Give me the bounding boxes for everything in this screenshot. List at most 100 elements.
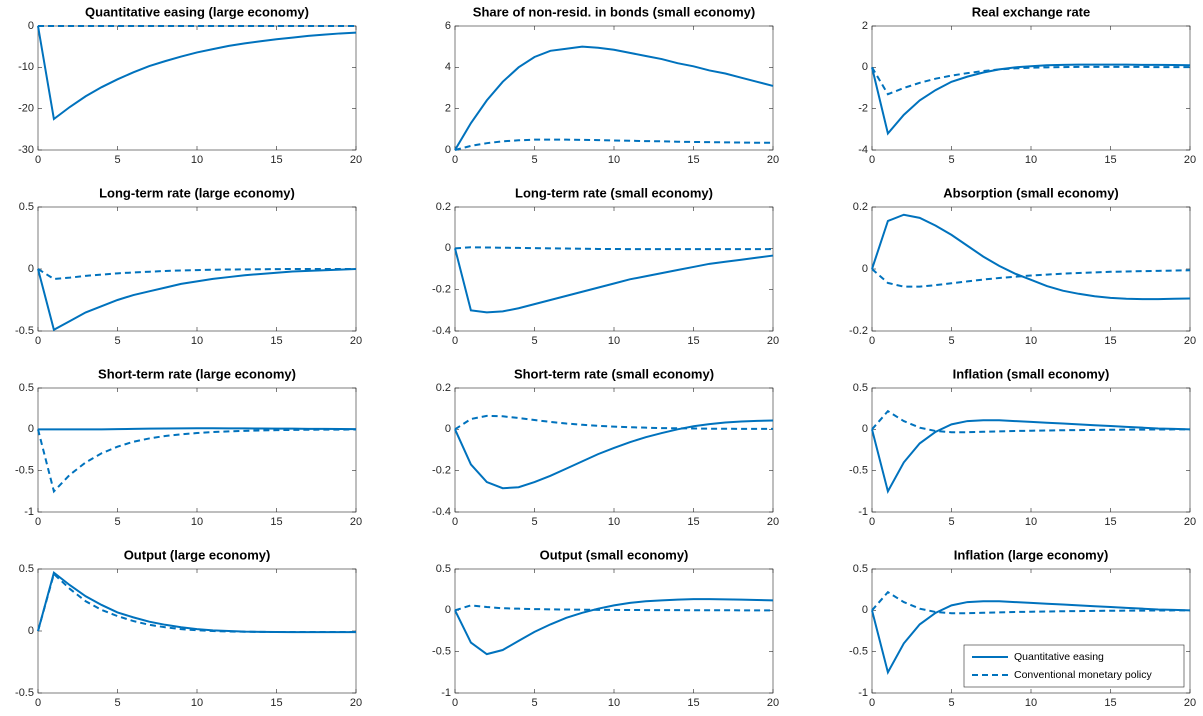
x-tick-label: 5 bbox=[114, 697, 120, 709]
series-line bbox=[454, 414, 773, 431]
series-line bbox=[454, 419, 774, 490]
x-tick-label: 20 bbox=[350, 516, 362, 528]
y-tick-label: -0.5 bbox=[432, 646, 451, 658]
series-line bbox=[871, 600, 1191, 676]
x-tick-label: 5 bbox=[948, 154, 954, 166]
y-tick-label: -0.2 bbox=[849, 325, 868, 337]
y-tick-label: 0 bbox=[28, 423, 34, 435]
y-tick-label: 0 bbox=[862, 61, 868, 73]
x-tick-label: 20 bbox=[350, 697, 362, 709]
y-tick-label: 0 bbox=[28, 263, 34, 275]
subplot-title: Output (large economy) bbox=[124, 547, 271, 562]
x-tick-label: 5 bbox=[948, 697, 954, 709]
x-tick-label: 15 bbox=[687, 516, 699, 528]
x-tick-label: 5 bbox=[948, 335, 954, 347]
x-tick-label: 0 bbox=[452, 335, 458, 347]
x-tick-label: 10 bbox=[608, 335, 620, 347]
series-line bbox=[454, 138, 773, 151]
x-tick-label: 10 bbox=[191, 516, 203, 528]
series-line bbox=[871, 409, 1191, 434]
x-tick-label: 10 bbox=[608, 697, 620, 709]
x-tick-label: 15 bbox=[687, 154, 699, 166]
x-tick-label: 5 bbox=[531, 516, 537, 528]
series-line bbox=[454, 45, 774, 151]
y-tick-label: -0.4 bbox=[432, 506, 451, 518]
subplot-title: Real exchange rate bbox=[972, 4, 1091, 19]
y-tick-label: -30 bbox=[18, 144, 34, 156]
x-tick-label: 15 bbox=[270, 697, 282, 709]
x-tick-label: 0 bbox=[869, 516, 875, 528]
x-tick-label: 10 bbox=[1025, 335, 1037, 347]
axes-box bbox=[871, 206, 1191, 332]
axes-box bbox=[454, 206, 774, 332]
x-tick-label: 0 bbox=[869, 154, 875, 166]
x-tick-label: 20 bbox=[1184, 335, 1196, 347]
y-tick-label: 0 bbox=[28, 20, 34, 32]
series-line bbox=[871, 213, 1191, 301]
y-tick-label: 0.5 bbox=[19, 563, 34, 575]
series-line bbox=[37, 25, 357, 121]
x-tick-label: 5 bbox=[114, 516, 120, 528]
series-line bbox=[37, 268, 357, 332]
y-tick-label: 0.2 bbox=[436, 201, 451, 213]
x-tick-label: 15 bbox=[1104, 697, 1116, 709]
y-tick-label: 0.2 bbox=[436, 382, 451, 394]
x-tick-label: 10 bbox=[608, 516, 620, 528]
series-line bbox=[454, 604, 773, 612]
axes-box bbox=[871, 387, 1191, 513]
x-tick-label: 15 bbox=[1104, 154, 1116, 166]
series-line bbox=[37, 268, 356, 280]
series-line bbox=[871, 419, 1191, 495]
series-line bbox=[871, 65, 1190, 96]
legend-label: Quantitative easing bbox=[1014, 651, 1104, 663]
x-tick-label: 0 bbox=[452, 154, 458, 166]
y-tick-label: -1 bbox=[24, 506, 34, 518]
x-tick-label: 10 bbox=[1025, 154, 1037, 166]
x-tick-label: 10 bbox=[1025, 697, 1037, 709]
y-tick-label: -0.5 bbox=[849, 465, 868, 477]
x-tick-label: 15 bbox=[1104, 335, 1116, 347]
series-line bbox=[454, 248, 774, 314]
y-tick-label: -0.2 bbox=[432, 465, 451, 477]
y-tick-label: -20 bbox=[18, 103, 34, 115]
x-tick-label: 10 bbox=[1025, 516, 1037, 528]
x-tick-label: 20 bbox=[350, 154, 362, 166]
series-line bbox=[454, 598, 774, 656]
x-tick-label: 20 bbox=[1184, 516, 1196, 528]
y-tick-label: 0 bbox=[445, 423, 451, 435]
series-line bbox=[37, 572, 356, 633]
axes-box bbox=[37, 387, 357, 513]
x-tick-label: 0 bbox=[452, 697, 458, 709]
y-tick-label: 0.5 bbox=[853, 382, 868, 394]
x-tick-label: 20 bbox=[1184, 697, 1196, 709]
subplot-title: Output (small economy) bbox=[540, 547, 689, 562]
y-tick-label: -1 bbox=[441, 687, 451, 699]
y-tick-label: -2 bbox=[858, 103, 868, 115]
x-tick-label: 5 bbox=[114, 335, 120, 347]
x-tick-label: 5 bbox=[531, 697, 537, 709]
axes-box bbox=[37, 568, 357, 694]
y-tick-label: 0.5 bbox=[853, 563, 868, 575]
series-line bbox=[871, 63, 1191, 136]
x-tick-label: 20 bbox=[767, 335, 779, 347]
x-tick-label: 20 bbox=[1184, 154, 1196, 166]
x-tick-label: 20 bbox=[767, 516, 779, 528]
y-tick-label: -10 bbox=[18, 61, 34, 73]
subplot-title: Share of non-resid. in bonds (small econ… bbox=[473, 4, 755, 19]
series-line bbox=[38, 427, 357, 431]
x-tick-label: 10 bbox=[191, 154, 203, 166]
y-tick-label: 0.5 bbox=[19, 201, 34, 213]
y-tick-label: 0.5 bbox=[436, 563, 451, 575]
y-tick-label: -0.5 bbox=[15, 325, 34, 337]
y-tick-label: -1 bbox=[858, 506, 868, 518]
y-tick-label: 2 bbox=[445, 103, 451, 115]
subplot-title: Absorption (small economy) bbox=[943, 185, 1119, 200]
series-line bbox=[37, 428, 357, 494]
axes-box bbox=[454, 25, 774, 151]
x-tick-label: 15 bbox=[687, 335, 699, 347]
x-tick-label: 5 bbox=[531, 154, 537, 166]
subplot-title: Inflation (small economy) bbox=[953, 366, 1110, 381]
y-tick-label: 0 bbox=[862, 263, 868, 275]
